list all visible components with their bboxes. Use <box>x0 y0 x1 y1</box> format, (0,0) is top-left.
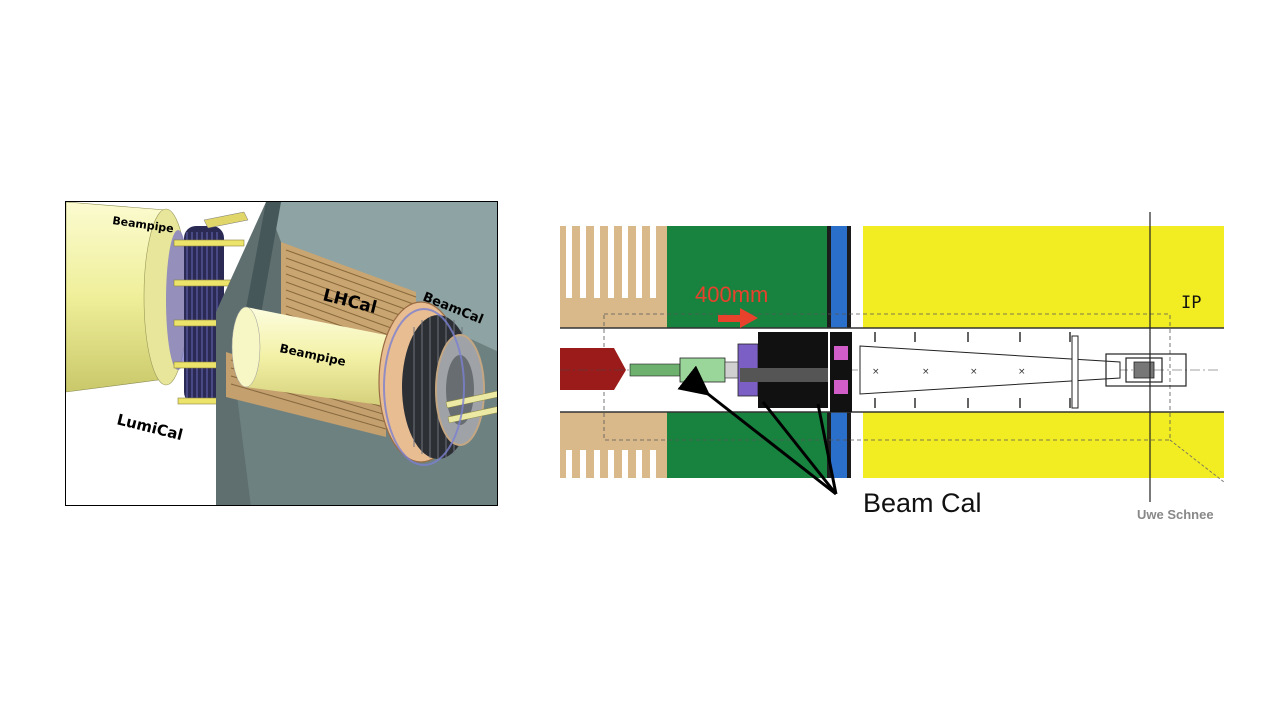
svg-text:×: × <box>1018 367 1026 377</box>
svg-text:×: × <box>970 367 978 377</box>
svg-text:×: × <box>922 367 930 377</box>
lumical-rings <box>173 211 249 405</box>
shift-label: 400mm <box>695 282 768 307</box>
beamcal-label: Beam Cal <box>863 488 982 518</box>
conical-beampipe: × × × × <box>859 332 1121 409</box>
svg-text:×: × <box>872 367 880 377</box>
beamcal-block <box>737 332 852 412</box>
shift-arrow <box>718 308 758 328</box>
beamcal-pointer-arrows <box>677 365 838 496</box>
ip-label: IP <box>1181 293 1201 313</box>
red-beampipe-element <box>560 348 626 390</box>
cutaway-svg: Beampipe LHCal BeamCal Beampipe LumiCal <box>66 202 497 505</box>
forward-region-cross-section: × × × × 400mm IP Beam Cal <box>560 212 1224 524</box>
cross-section-svg: × × × × 400mm IP Beam Cal <box>560 212 1224 522</box>
label-lumical: LumiCal <box>115 410 185 444</box>
credit-label: Uwe Schnee <box>1137 507 1214 522</box>
vertex-detector <box>1105 353 1187 387</box>
beamcal-detector <box>378 301 497 466</box>
inner-beampipe <box>231 306 396 407</box>
forward-region-cutaway-diagram: Beampipe LHCal BeamCal Beampipe LumiCal <box>65 201 498 506</box>
